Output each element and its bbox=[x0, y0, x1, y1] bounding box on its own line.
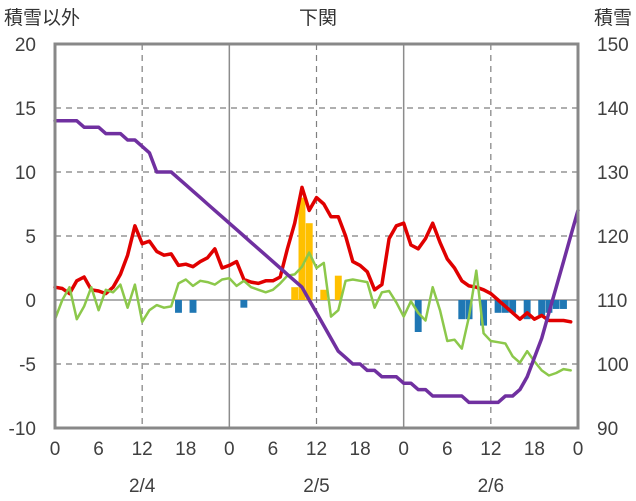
y-tick-left: 0 bbox=[25, 291, 36, 312]
date-label: 2/6 bbox=[478, 476, 504, 497]
x-tick: 0 bbox=[398, 439, 409, 460]
y-axis-label-left: 積雪以外 bbox=[4, 7, 80, 29]
bar bbox=[320, 289, 328, 300]
bar bbox=[480, 300, 488, 326]
bar bbox=[552, 300, 560, 309]
y-tick-right: 140 bbox=[597, 99, 629, 120]
y-tick-left: -10 bbox=[9, 419, 36, 440]
bar bbox=[560, 300, 567, 309]
y-tick-left: 10 bbox=[15, 163, 36, 184]
chart-title: 下関 bbox=[299, 7, 337, 29]
x-tick: 18 bbox=[175, 439, 196, 460]
x-tick: 0 bbox=[50, 439, 61, 460]
date-label: 2/4 bbox=[129, 476, 156, 497]
x-tick: 18 bbox=[350, 439, 371, 460]
bar bbox=[298, 197, 306, 300]
bar bbox=[509, 300, 517, 313]
series-line bbox=[53, 251, 572, 377]
bar bbox=[538, 300, 546, 316]
y-tick-left: 20 bbox=[15, 35, 36, 56]
bar bbox=[175, 300, 182, 313]
x-tick: 0 bbox=[224, 439, 235, 460]
y-tick-left: 15 bbox=[15, 99, 36, 120]
bar bbox=[523, 300, 531, 320]
bar bbox=[189, 300, 197, 313]
y-tick-right: 100 bbox=[597, 355, 629, 376]
grid-lines bbox=[55, 44, 578, 428]
bar bbox=[334, 275, 342, 300]
x-tick: 12 bbox=[480, 439, 501, 460]
y-tick-right: 130 bbox=[597, 163, 629, 184]
line-series bbox=[53, 119, 580, 405]
x-tick: 18 bbox=[524, 439, 545, 460]
bar bbox=[291, 287, 299, 300]
date-label: 2/5 bbox=[303, 476, 329, 497]
y-tick-left: 5 bbox=[25, 227, 36, 248]
x-tick: 0 bbox=[573, 439, 584, 460]
bar bbox=[458, 300, 466, 320]
y-tick-left: -5 bbox=[19, 355, 36, 376]
series-line bbox=[53, 185, 573, 324]
y-tick-right: 90 bbox=[597, 419, 618, 440]
bar bbox=[240, 300, 248, 308]
bar bbox=[305, 223, 313, 300]
y-axis-label-right: 積雪 bbox=[594, 7, 632, 29]
x-tick: 6 bbox=[268, 439, 279, 460]
x-tick: 12 bbox=[306, 439, 327, 460]
y-tick-right: 150 bbox=[597, 35, 629, 56]
bar bbox=[414, 300, 422, 332]
x-tick: 12 bbox=[132, 439, 153, 460]
y-tick-right: 120 bbox=[597, 227, 629, 248]
y-tick-right: 110 bbox=[597, 291, 627, 312]
x-tick: 6 bbox=[442, 439, 453, 460]
series-line bbox=[53, 119, 580, 405]
x-tick: 6 bbox=[93, 439, 104, 460]
bar bbox=[494, 300, 502, 313]
plot-frame bbox=[53, 42, 580, 430]
